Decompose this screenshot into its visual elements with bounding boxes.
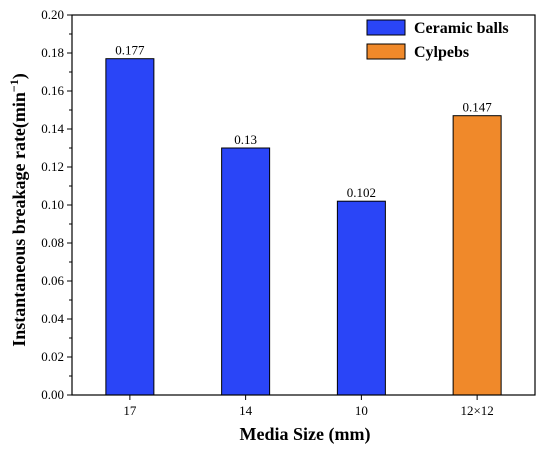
y-tick-label: 0.20 [41,7,64,22]
x-axis: 17 14 10 12×12 [123,395,494,418]
data-label: 0.13 [234,132,257,147]
x-tick-label: 14 [239,403,253,418]
y-tick-label: 0.10 [41,197,64,212]
legend-swatch-ceramic-balls [366,19,406,36]
data-label: 0.147 [463,100,493,115]
legend-label-ceramic-balls: Ceramic balls [414,20,509,37]
y-axis-title-close: ) [9,73,30,79]
y-axis: 0.00 0.02 0.04 0.06 0.08 0.10 0.12 0.14 0.16 0.18… [41,7,72,402]
y-axis-title-sup: −1 [7,79,21,92]
x-tick-label: 17 [123,403,137,418]
data-label: 0.177 [115,43,145,58]
bar-cylpebs-4 [452,115,502,396]
legend-label-cylpebs: Cylpebs [414,44,469,61]
bar-ceramic-balls-3 [336,200,386,396]
x-tick-label: 10 [355,403,368,418]
y-tick-label: 0.00 [41,387,64,402]
y-tick-label: 0.04 [41,311,64,326]
x-tick-label: 12×12 [460,403,493,418]
y-tick-label: 0.02 [41,349,64,364]
bar-ceramic-balls-1 [105,58,155,396]
y-axis-title: Instantaneous breakage rate(min−1) [7,73,30,347]
y-axis-title-main: Instantaneous breakage rate(min [9,92,30,347]
data-label: 0.102 [347,185,376,200]
legend-swatch-cylpebs [366,43,406,60]
x-axis-title: Media Size (mm) [240,424,371,445]
y-tick-label: 0.16 [41,83,64,98]
y-tick-label: 0.18 [41,45,64,60]
legend: Ceramic balls Cylpebs [366,19,509,61]
y-tick-label: 0.06 [41,273,64,288]
y-tick-label: 0.12 [41,159,64,174]
plot-area: 0.177 0.13 0.102 0.147 [71,14,536,396]
y-tick-label: 0.08 [41,235,64,250]
y-tick-label: 0.14 [41,121,64,136]
bar-ceramic-balls-2 [221,147,271,396]
